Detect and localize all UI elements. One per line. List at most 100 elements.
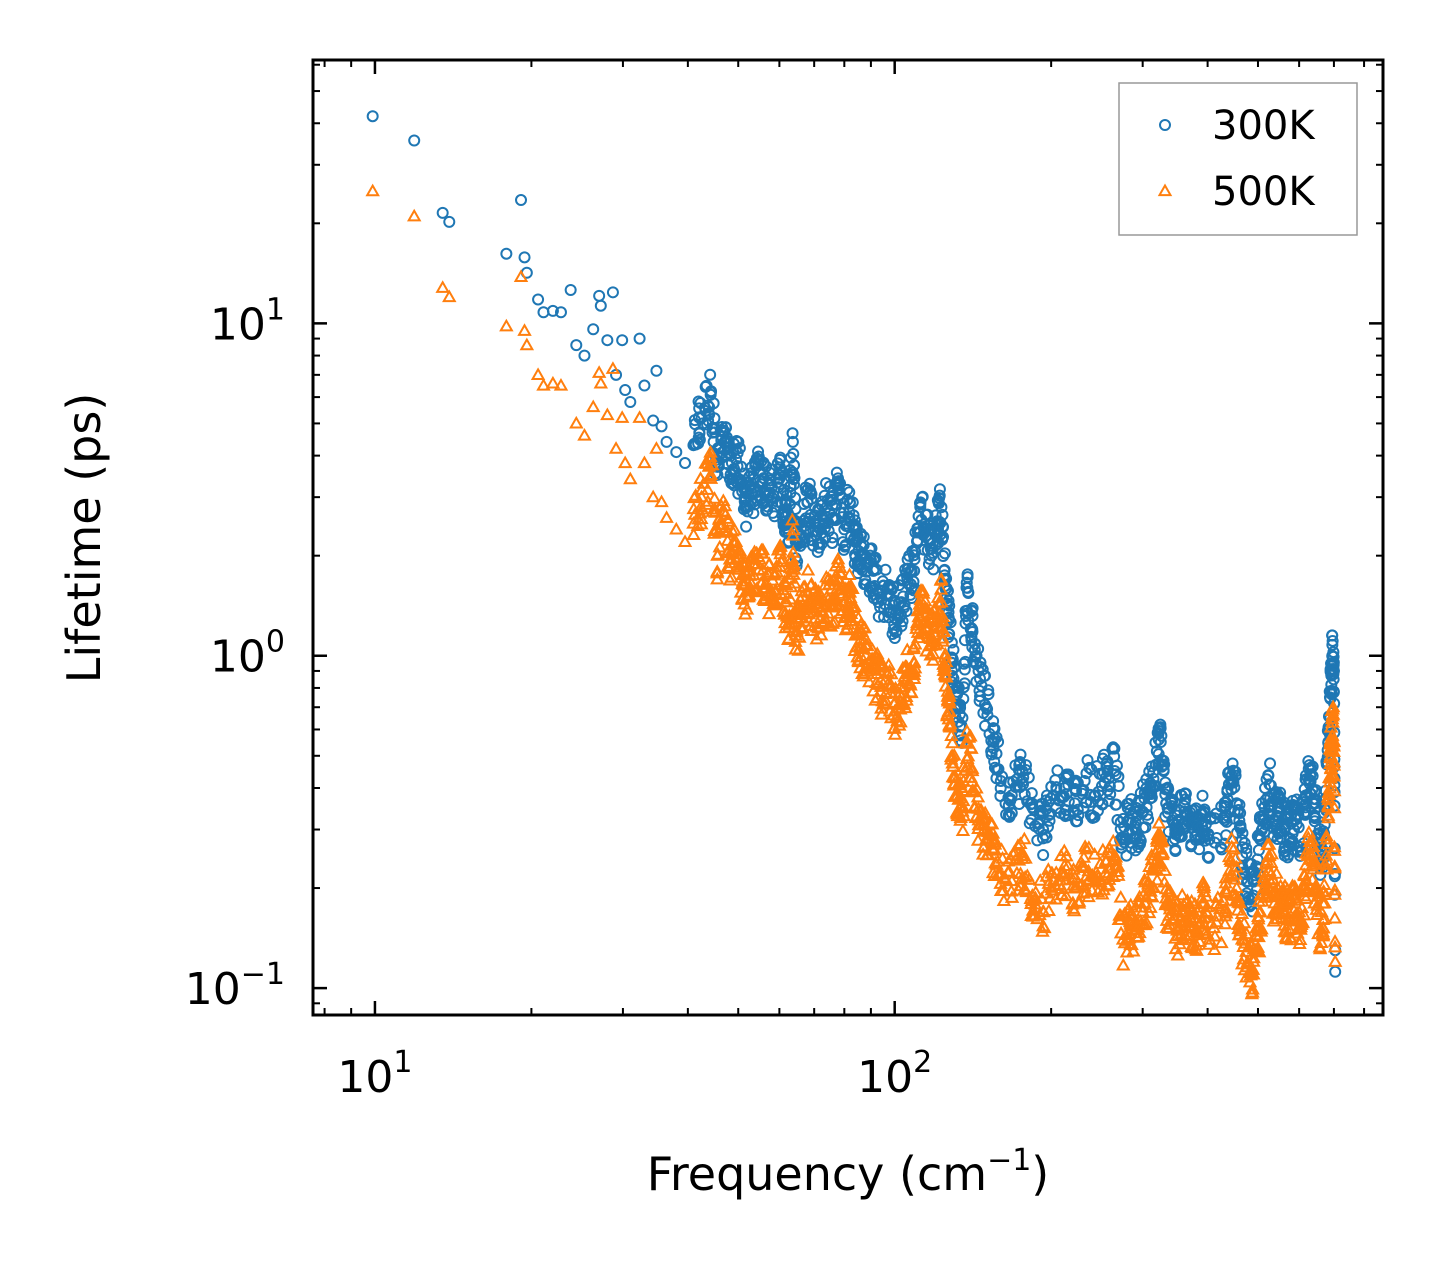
data-point-cluster (1110, 759, 1123, 772)
data-point-cluster (974, 690, 987, 703)
data-point-cluster (936, 624, 952, 637)
data-point-cluster (848, 514, 861, 527)
data-point-cluster (1132, 837, 1145, 850)
data-point-cluster (1290, 818, 1303, 831)
data-point-cluster (994, 782, 1007, 795)
data-point-cluster (1293, 932, 1308, 946)
data-point-cluster (1306, 839, 1321, 853)
data-point-cluster (791, 643, 806, 656)
x-tick-label-base: 10 (857, 1052, 913, 1103)
data-point-cluster (829, 498, 842, 511)
data-point-cluster (724, 569, 739, 583)
data-point-cluster (1301, 824, 1317, 838)
data-point-cluster (925, 646, 941, 660)
data-point-cluster (1160, 783, 1173, 796)
data-point-cluster (1035, 918, 1051, 932)
data-point-cluster (1048, 878, 1063, 892)
data-point-cluster (958, 677, 971, 690)
data-point-cluster (768, 582, 783, 596)
data-point (619, 384, 632, 397)
data-point (1327, 664, 1340, 677)
data-point-cluster (707, 491, 722, 504)
data-point (515, 194, 528, 207)
data-point (435, 280, 450, 293)
data-point (553, 378, 569, 391)
data-point (587, 323, 600, 336)
data-point-cluster (702, 399, 715, 412)
data-point-cluster (859, 578, 872, 591)
data-point-cluster (1224, 831, 1239, 844)
data-point-cluster (1327, 783, 1342, 797)
data-point-cluster (872, 657, 888, 671)
data-point-cluster (1069, 782, 1082, 795)
data-point-cluster (941, 693, 957, 706)
data-point-cluster (990, 747, 1003, 760)
data-point-cluster (976, 663, 989, 676)
data-point-cluster (933, 483, 946, 496)
data-point-cluster (1174, 887, 1190, 901)
data-point-cluster (1244, 986, 1260, 1000)
data-point-cluster (902, 563, 915, 576)
data-point (608, 441, 624, 454)
data-point (408, 134, 421, 147)
data-point-cluster (959, 655, 972, 668)
data-point-cluster (1170, 947, 1186, 961)
data-point (1327, 954, 1343, 967)
data-point-cluster (1059, 848, 1074, 862)
data-point-cluster (739, 602, 755, 615)
data-point-cluster (1050, 784, 1063, 797)
data-point-cluster (1201, 850, 1214, 863)
data-point (594, 299, 607, 312)
data-point-cluster (1214, 935, 1229, 949)
data-point-cluster (1264, 757, 1277, 770)
data-point-cluster (1108, 742, 1121, 755)
data-point-cluster (1326, 638, 1339, 651)
data-point (591, 365, 607, 378)
data-point-cluster (974, 656, 987, 669)
data-point-cluster (896, 615, 909, 628)
data-point-cluster (1327, 934, 1343, 947)
data-point-cluster (1305, 872, 1320, 885)
data-point-cluster (1274, 786, 1287, 799)
data-point (1317, 895, 1332, 909)
data-point-cluster (1113, 889, 1128, 903)
data-point-cluster (1246, 950, 1261, 964)
data-point-cluster (955, 783, 970, 797)
data-point (532, 293, 545, 306)
data-point-cluster (1081, 840, 1097, 853)
data-point-cluster (1260, 837, 1275, 851)
data-point-cluster (965, 783, 980, 797)
data-point-cluster (1314, 904, 1329, 918)
data-point-cluster (741, 505, 754, 518)
data-point-cluster (1196, 789, 1209, 802)
data-point-cluster (802, 516, 815, 529)
data-point-cluster (1078, 841, 1094, 855)
data-point-cluster (942, 689, 957, 702)
data-point-cluster (787, 447, 800, 460)
data-point-cluster (731, 460, 744, 473)
data-point-cluster (1325, 708, 1340, 722)
data-point-cluster (820, 606, 836, 619)
data-point-cluster (822, 524, 835, 537)
data-point-cluster (1327, 860, 1343, 874)
data-point-cluster (1296, 907, 1312, 921)
x-tick-labels: 101 102 (337, 1045, 932, 1103)
data-point-cluster (1080, 795, 1093, 808)
data-point-cluster (1204, 916, 1219, 929)
y-tick-label-base: 10 (185, 964, 241, 1015)
data-point-cluster (957, 692, 970, 705)
data-point-cluster (1155, 760, 1168, 773)
data-point-cluster (975, 812, 991, 826)
data-point-cluster (1204, 813, 1217, 826)
data-point-cluster (1196, 878, 1212, 891)
data-point-cluster (1327, 686, 1340, 699)
data-point-cluster (981, 708, 994, 721)
data-point (577, 427, 592, 441)
data-point-cluster (879, 563, 892, 576)
data-point-cluster (960, 759, 975, 773)
data-point-cluster (1262, 863, 1277, 877)
data-point-cluster (967, 800, 982, 814)
data-point-cluster (1327, 673, 1340, 686)
data-point-cluster (705, 385, 718, 398)
